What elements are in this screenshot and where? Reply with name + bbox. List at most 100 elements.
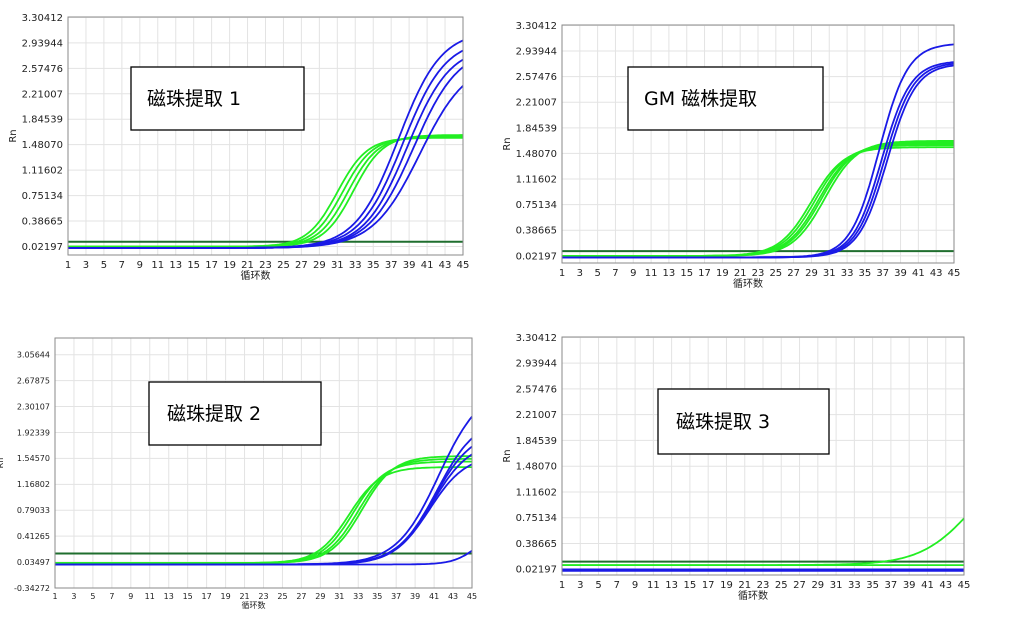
x-tick-label: 27 — [793, 580, 806, 591]
x-tick-label: 33 — [353, 592, 363, 601]
y-tick-label: 3.30412 — [516, 333, 557, 344]
amplification-curve — [55, 549, 473, 566]
y-tick-label: 0.79033 — [17, 506, 50, 515]
amplification-curve — [68, 85, 464, 249]
x-axis-label: 循环数 — [738, 589, 768, 602]
y-tick-label: 0.38665 — [516, 539, 557, 550]
x-tick-label: 25 — [277, 592, 287, 601]
x-tick-label: 5 — [594, 268, 600, 279]
chart-title: GM 磁株提取 — [644, 88, 757, 110]
x-tick-label: 45 — [467, 592, 477, 601]
chart-title: 磁珠提取 2 — [167, 403, 261, 425]
x-tick-label: 21 — [239, 592, 249, 601]
x-tick-label: 37 — [876, 268, 889, 279]
x-tick-label: 1 — [559, 580, 565, 591]
y-tick-label: 1.11602 — [516, 487, 557, 498]
y-tick-label: 1.48070 — [516, 462, 557, 473]
x-tick-label: 21 — [738, 580, 751, 591]
x-tick-label: 37 — [391, 592, 401, 601]
x-tick-label: 43 — [439, 260, 452, 271]
y-tick-label: 1.48070 — [516, 149, 557, 160]
x-tick-label: 33 — [349, 260, 362, 271]
y-tick-label: 1.54570 — [17, 454, 50, 463]
x-tick-label: 45 — [948, 268, 961, 279]
y-tick-label: 1.84539 — [516, 436, 557, 447]
x-tick-label: 25 — [769, 268, 782, 279]
x-tick-label: 15 — [187, 260, 200, 271]
x-axis-label: 循环数 — [733, 277, 763, 290]
x-tick-label: 25 — [277, 260, 290, 271]
x-tick-label: 9 — [128, 592, 133, 601]
x-tick-label: 11 — [145, 592, 155, 601]
x-tick-label: 31 — [331, 260, 344, 271]
x-tick-label: 33 — [841, 268, 854, 279]
x-tick-label: 21 — [241, 260, 254, 271]
x-tick-label: 33 — [848, 580, 861, 591]
x-tick-label: 25 — [775, 580, 788, 591]
x-tick-label: 35 — [859, 268, 872, 279]
amplification-curve — [55, 455, 473, 564]
x-tick-label: 3 — [71, 592, 76, 601]
chart-title: 磁珠提取 1 — [147, 88, 241, 110]
x-tick-label: 17 — [698, 268, 711, 279]
x-tick-label: 43 — [939, 580, 952, 591]
x-tick-label: 41 — [429, 592, 439, 601]
x-tick-label: 43 — [930, 268, 943, 279]
y-tick-label: 2.93944 — [516, 359, 557, 370]
x-tick-label: 3 — [83, 260, 89, 271]
y-tick-label: 1.11602 — [516, 175, 557, 186]
amplification-curve — [562, 64, 955, 259]
y-tick-label: 1.48070 — [22, 140, 63, 151]
x-tick-label: 35 — [367, 260, 380, 271]
y-tick-label: 2.21007 — [516, 98, 557, 109]
chart-panel-extraction-2: 1 3 5 7 9 11 13 15 17 19 21 23 25 27 29 31 33 35 37 39 41 43 4… — [0, 337, 477, 610]
y-tick-label: 0.02197 — [516, 251, 557, 262]
x-tick-label: 27 — [787, 268, 800, 279]
plot-frame — [54, 337, 473, 589]
x-tick-label: 9 — [137, 260, 143, 271]
x-tick-label: 7 — [109, 592, 114, 601]
x-tick-label: 23 — [259, 260, 272, 271]
x-tick-label: 35 — [866, 580, 879, 591]
plot-frame — [67, 16, 464, 256]
x-tick-label: 15 — [183, 592, 193, 601]
x-tick-label: 29 — [811, 580, 824, 591]
x-tick-label: 7 — [612, 268, 618, 279]
x-tick-label: 5 — [595, 580, 601, 591]
x-tick-label: 15 — [680, 268, 693, 279]
x-tick-label: 13 — [169, 260, 182, 271]
y-tick-label: 2.57476 — [22, 64, 63, 75]
x-tick-label: 31 — [334, 592, 344, 601]
x-tick-label: 1 — [65, 260, 71, 271]
x-tick-label: 13 — [663, 268, 676, 279]
x-tick-label: 29 — [315, 592, 325, 601]
x-tick-label: 21 — [734, 268, 747, 279]
chart-title: 磁珠提取 3 — [676, 411, 770, 433]
y-tick-label: 3.30412 — [516, 21, 557, 32]
x-tick-label: 41 — [912, 268, 925, 279]
y-tick-label: 0.75134 — [22, 191, 63, 202]
y-axis-label: Rn — [502, 137, 513, 150]
plot-frame — [561, 336, 965, 576]
plot-frame — [561, 24, 955, 264]
chart-panel-extraction-1: 1 3 5 7 9 11 13 15 17 19 21 23 25 27 29 31 33 35 37 39 41 43 4… — [8, 13, 469, 282]
y-tick-label: 1.84539 — [516, 123, 557, 134]
title-box — [148, 381, 322, 446]
title-box — [627, 66, 824, 131]
chart-panel-extraction-3: 1 3 5 7 9 11 13 15 17 19 21 23 25 27 29 31 33 35 37 39 41 43 4… — [502, 333, 970, 602]
y-axis-label: Rn — [8, 129, 19, 142]
y-tick-label: 0.38665 — [516, 226, 557, 237]
y-tick-label: 1.84539 — [22, 115, 63, 126]
x-tick-label: 19 — [716, 268, 729, 279]
y-tick-label: 2.93944 — [516, 47, 557, 58]
x-tick-label: 41 — [921, 580, 934, 591]
x-tick-label: 31 — [823, 268, 836, 279]
y-tick-label: 1.16802 — [17, 480, 50, 489]
x-tick-label: 9 — [630, 268, 636, 279]
x-tick-label: 37 — [885, 580, 898, 591]
x-tick-label: 11 — [151, 260, 164, 271]
x-tick-label: 35 — [372, 592, 382, 601]
x-tick-label: 7 — [119, 260, 125, 271]
x-tick-label: 43 — [448, 592, 458, 601]
chart-panel-gm-extraction: 1 3 5 7 9 11 13 15 17 19 21 23 25 27 29 31 33 35 37 39 41 43 4… — [502, 21, 961, 290]
